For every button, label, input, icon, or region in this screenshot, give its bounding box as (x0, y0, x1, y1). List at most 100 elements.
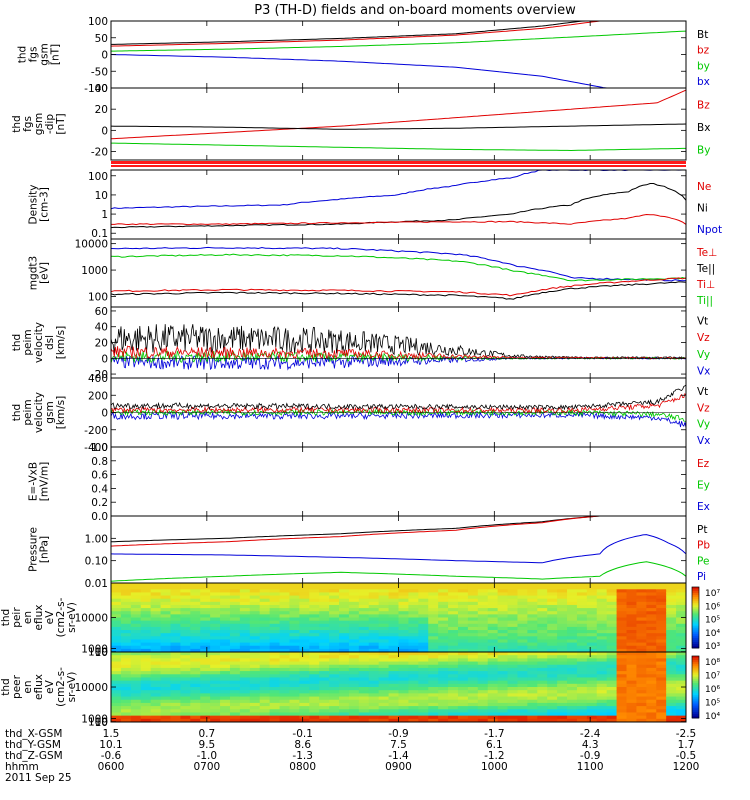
y-axis-label: gsm (39, 43, 51, 65)
series-line-bx (111, 54, 686, 88)
ephemeris-label: thd_X-GSM (5, 728, 62, 740)
series-line-Te|| (111, 281, 686, 300)
y-tick-label: 10000 (75, 239, 108, 251)
ephemeris-value: 0800 (289, 761, 316, 773)
ephemeris-value: -1.4 (388, 750, 409, 762)
y-tick-label: 0.0 (91, 511, 108, 523)
y-axis-label: thd (11, 334, 23, 351)
ephemeris-label: hhmm (5, 761, 39, 773)
panel-frame (110, 446, 687, 517)
legend-Ex: Ex (697, 501, 710, 513)
y-tick-label: 10 (95, 190, 108, 202)
panel-frame (110, 87, 687, 161)
legend-Te⊥: Te⊥ (696, 247, 717, 259)
plot-date: 2011 Sep 25 (5, 772, 72, 784)
ephemeris-value: -2.5 (676, 728, 697, 740)
velocity_gsm-series (111, 384, 686, 429)
legend-Vz: Vz (697, 332, 710, 344)
y-axis-label: [nPa] (39, 536, 51, 563)
legend-Ey: Ey (697, 480, 710, 492)
y-tick-label: 100 (88, 291, 108, 303)
figure-title: P3 (TH-D) fields and on-board moments ov… (254, 3, 576, 18)
ephemeris-value: -1.3 (292, 750, 313, 762)
colorbar-tick-label: 10⁵ (705, 699, 720, 709)
y-tick-label: 1.0 (91, 442, 108, 454)
y-axis-label: peim (22, 329, 34, 355)
y-tick-label: 10000 (75, 682, 108, 694)
legend-Pi: Pi (697, 571, 706, 583)
y-tick-label: -100 (84, 83, 108, 95)
panel-frame (110, 169, 687, 240)
y-tick-label: 0 (101, 50, 108, 62)
panel-frame (110, 515, 687, 584)
ephemeris-value: -0.6 (101, 750, 122, 762)
colorbar-tick-label: 10³ (705, 642, 720, 652)
ephemeris-value: 6.1 (486, 739, 503, 751)
ephemeris-value: 0.7 (198, 728, 215, 740)
fgs-series (111, 21, 686, 88)
colorbar-tick-label: 10⁷ (705, 672, 720, 682)
y-tick-label: 0.1 (91, 228, 108, 240)
y-tick-label: -400 (84, 442, 108, 454)
ion_spec-spectrogram (111, 583, 686, 652)
ephemeris-value: 0600 (98, 761, 125, 773)
y-tick-label: 400 (88, 373, 108, 385)
ephemeris-value: 0700 (193, 761, 220, 773)
series-line-Ti⊥ (111, 246, 686, 282)
quality-bar (111, 161, 686, 164)
y-tick-label: 60 (95, 306, 108, 318)
y-tick-label: 50 (95, 33, 108, 45)
y-axis-label: fgs (22, 116, 34, 132)
y-axis-label: (cm2-s- (55, 597, 67, 637)
series-line-Bz (111, 89, 686, 140)
ephemeris-label: thd_Z-GSM (5, 750, 63, 762)
panel-pressure: 1.00 0.10 0.01 Pressure [nPa] Pt Pb Pe Pi (28, 515, 710, 590)
series-line-Te⊥ (111, 277, 686, 297)
legend-Vy: Vy (697, 419, 710, 431)
panel-velocity_dsl: 60 40 20 0 -20 thd peim velocity dsl [km/s] Vt Vz Vy… (11, 306, 710, 381)
ephemeris-value: 7.5 (390, 739, 407, 751)
legend-Vx: Vx (697, 435, 710, 447)
y-tick-label: 20 (95, 104, 108, 116)
ephemeris-footer: thd_X-GSM 1.5 0.7 -0.1 -0.9 -1.7 -2.4 -2.5 thd_Y… (5, 728, 699, 784)
y-axis-label: E=-VxB (28, 462, 40, 501)
y-tick-label: 0 (101, 408, 108, 420)
series-line-Ti|| (111, 253, 686, 282)
y-tick-label: 0 (101, 125, 108, 137)
ephemeris-value: 1000 (481, 761, 508, 773)
ion_spec-colorbar: 10⁷ 10⁶ 10⁵ 10⁴ 10³ (691, 586, 720, 652)
y-axis-label: peim (22, 399, 34, 425)
y-axis-label: peir (11, 607, 23, 628)
y-axis-label: [nT] (50, 44, 62, 65)
ephemeris-value: 4.3 (582, 739, 599, 751)
series-line-Vx (111, 411, 686, 429)
legend-By: By (697, 145, 710, 157)
legend-Bt: Bt (697, 29, 708, 41)
y-tick-label: 10 (95, 717, 108, 729)
pressure-series (111, 516, 686, 582)
y-tick-label: 200 (88, 390, 108, 402)
panel-efield: 1.0 0.8 0.60.4 0.2 0.0 E=-VxB [mV/m] Ez Ey Ex (28, 442, 710, 523)
ephemeris-value: -2.4 (580, 728, 601, 740)
y-axis-label: [km/s] (55, 326, 67, 360)
series-line-Ne (111, 213, 686, 226)
y-axis-label: Pressure (28, 527, 40, 572)
legend-Vt: Vt (697, 386, 708, 398)
y-axis-label: -dip (44, 114, 56, 134)
ele_spec-spectrogram (111, 652, 686, 722)
y-axis-label: Density (28, 185, 40, 225)
y-tick-label: 40 (95, 83, 108, 95)
colorbar-tick-label: 10⁶ (705, 602, 720, 612)
y-axis-label: thd (0, 609, 12, 626)
series-line-Vy (111, 408, 686, 422)
ephemeris-value: -0.1 (292, 728, 313, 740)
legend-Bz: Bz (697, 99, 710, 111)
ephemeris-value: -0.9 (580, 750, 601, 762)
legend-Vx: Vx (697, 366, 710, 378)
ephemeris-value: 0900 (385, 761, 412, 773)
y-axis-label: dsl (44, 335, 56, 350)
legend-bz: bz (697, 45, 710, 57)
